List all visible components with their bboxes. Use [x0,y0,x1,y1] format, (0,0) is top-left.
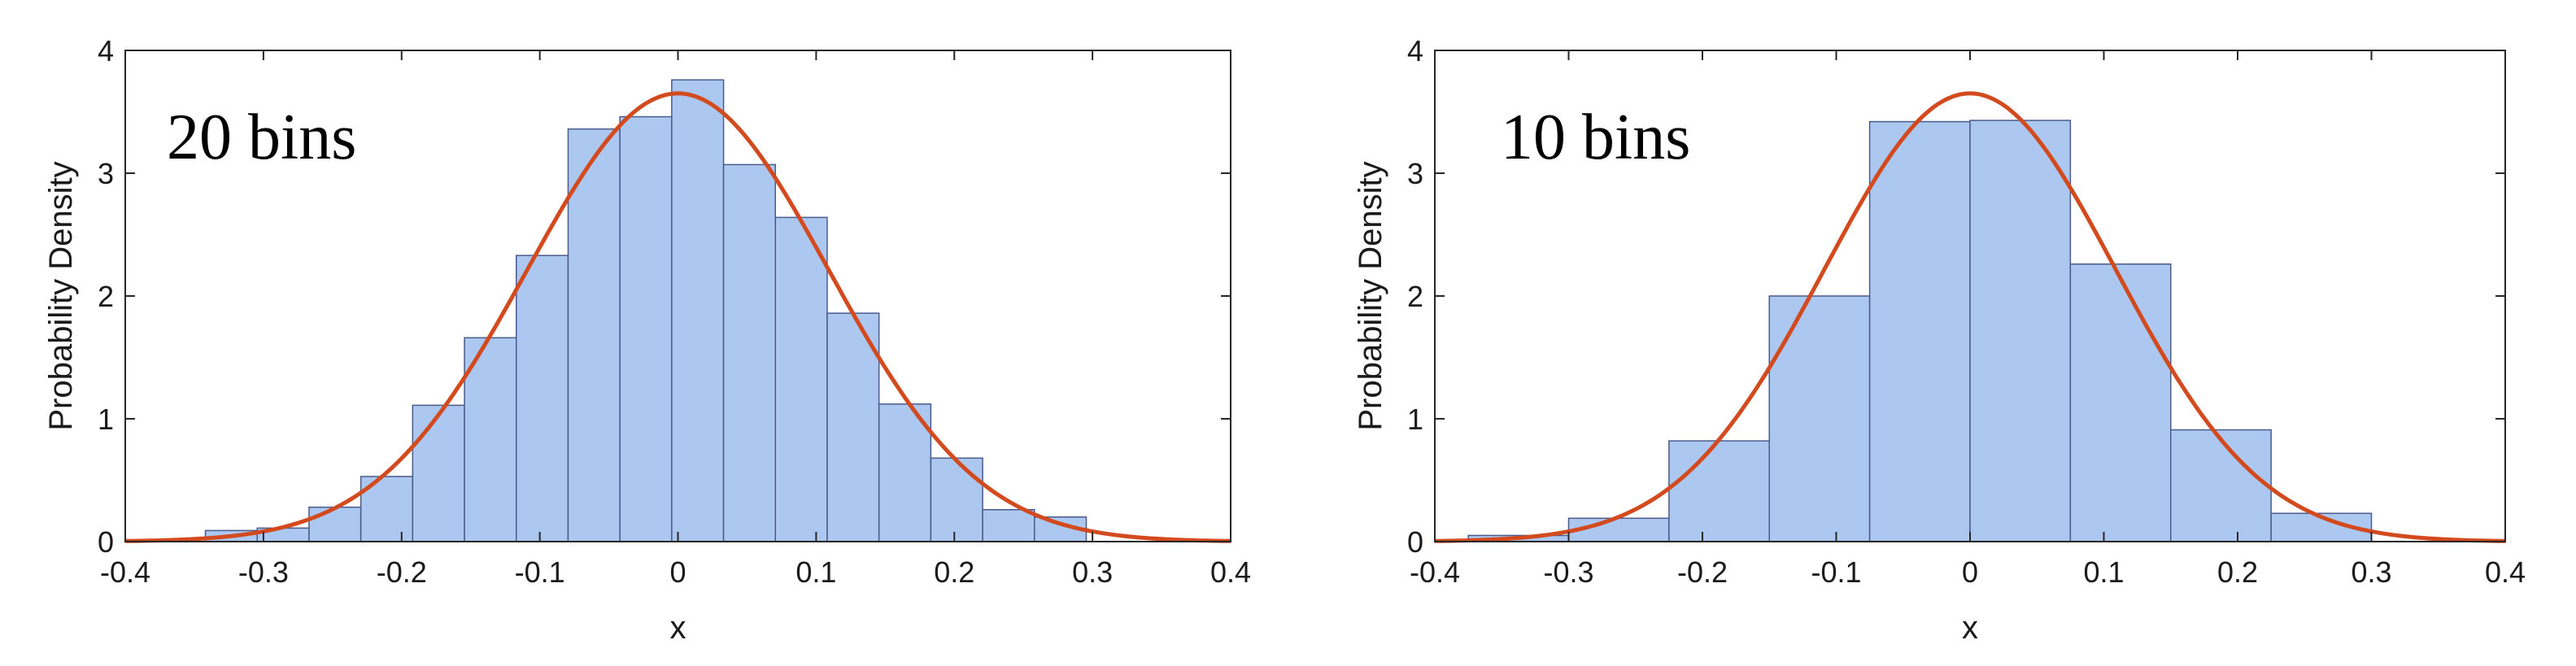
histogram-bar [412,404,465,542]
y-tick-label: 2 [1407,280,1423,313]
y-tick-label: 2 [98,280,114,313]
x-tick-label: -0.2 [1677,555,1728,589]
x-tick-label: 0 [1962,555,1978,589]
y-axis: 0 1 2 3 4 [1407,34,2505,559]
histogram-bar [1969,120,2072,542]
histogram-panel-10-bins: -0.4 -0.3 -0.2 -0.1 0 0.1 0.2 0.3 0.4 0 1 2 3 4 x Proba… [1353,34,2526,646]
y-tick-label: 3 [1407,157,1423,190]
x-tick-label: -0.1 [515,555,565,589]
histogram-bar [515,255,569,542]
x-tick-label: 0.1 [795,555,836,589]
histogram-bar [722,163,777,542]
y-tick-label: 3 [98,157,114,190]
bars [204,79,1087,542]
x-tick-label: -0.4 [1410,555,1460,589]
bin-count-annotation: 10 bins [1501,102,1690,173]
x-axis-label: x [670,610,686,646]
normal-pdf-curve [125,91,1231,543]
histogram-panel-20-bins: -0.4 -0.3 -0.2 -0.1 0 0.1 0.2 0.3 0.4 0 1 2 3 4 x Proba… [43,34,1251,646]
x-tick-label: 0.2 [2217,555,2258,589]
normal-pdf-curve [1435,91,2505,543]
x-tick-label: -0.2 [377,555,427,589]
y-tick-label: 0 [98,525,114,559]
histogram-bar [774,216,828,542]
bin-count-annotation: 20 bins [167,102,356,173]
histogram-bar [1868,120,1971,542]
x-tick-label: 0.2 [934,555,974,589]
histogram-bar [308,506,362,542]
y-axis-label: Probability Density [43,161,79,430]
x-tick-label: 0.1 [2083,555,2124,589]
histogram-bar [982,508,1035,542]
x-tick-label: 0 [669,555,686,589]
y-tick-label: 1 [1407,403,1423,436]
x-tick-label: 0.3 [1072,555,1113,589]
x-tick-label: 0.4 [2485,555,2526,589]
y-axis: 0 1 2 3 4 [98,34,1231,559]
x-tick-label: -0.3 [238,555,289,589]
y-tick-label: 1 [98,403,114,436]
histogram-bar [2069,263,2172,542]
histogram-bar [671,79,725,542]
x-tick-label: -0.3 [1543,555,1593,589]
histogram-bar [567,128,621,542]
y-tick-label: 4 [1407,34,1423,67]
y-tick-label: 4 [98,34,114,67]
y-axis-label: Probability Density [1353,161,1388,430]
x-tick-label: 0.3 [2351,555,2391,589]
histogram-bar [619,115,673,542]
x-axis-label: x [1962,610,1978,646]
x-tick-label: 0.4 [1210,555,1251,589]
histogram-bar [930,457,983,542]
histogram-bar [2170,429,2272,542]
x-tick-label: -0.1 [1811,555,1861,589]
x-tick-label: -0.4 [100,555,150,589]
x-axis: -0.4 -0.3 -0.2 -0.1 0 0.1 0.2 0.3 0.4 [100,50,1251,589]
y-tick-label: 0 [1407,525,1423,559]
histogram-bar [1768,295,1871,542]
x-axis: -0.4 -0.3 -0.2 -0.1 0 0.1 0.2 0.3 0.4 [1410,50,2526,589]
histogram-bar [1668,440,1770,542]
bars [1467,120,2373,542]
